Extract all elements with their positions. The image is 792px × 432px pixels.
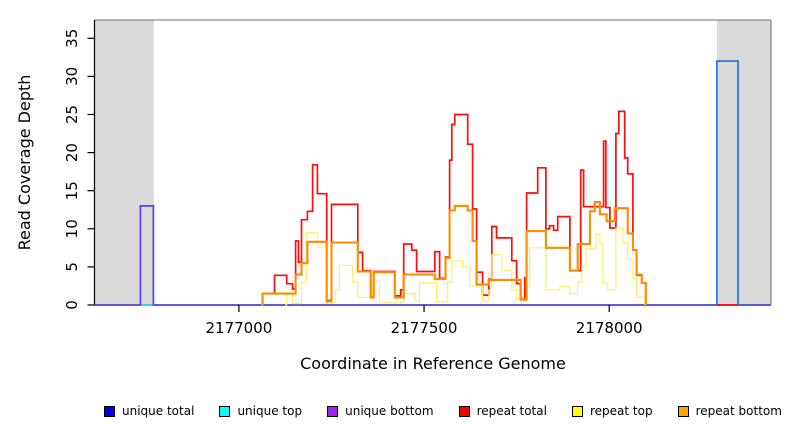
coverage-plot: 0 5 10 15 20 25 30 35 2177000 2177500 2178000 Read… bbox=[15, 19, 772, 373]
x-tick-label: 2177000 bbox=[206, 319, 273, 337]
y-tick-label: 15 bbox=[63, 181, 81, 200]
shaded-regions bbox=[94, 20, 771, 305]
legend-swatch-icon bbox=[677, 405, 689, 417]
legend-label: unique total bbox=[122, 404, 195, 418]
legend-label: repeat bottom bbox=[695, 404, 782, 418]
x-tick-label: 2177500 bbox=[391, 319, 458, 337]
legend-label: repeat top bbox=[589, 404, 653, 418]
y-tick-label: 5 bbox=[63, 262, 81, 272]
legend-label: unique bottom bbox=[345, 404, 434, 418]
series-unique-total bbox=[94, 60, 771, 306]
shaded-region bbox=[716, 20, 771, 305]
series-repeat-top bbox=[285, 227, 646, 306]
y-tick-label: 35 bbox=[63, 29, 81, 48]
y-tick-label: 20 bbox=[63, 143, 81, 162]
y-tick-label: 30 bbox=[63, 67, 81, 86]
coverage-series bbox=[94, 60, 771, 307]
y-tick-label: 25 bbox=[63, 105, 81, 124]
legend-swatch-icon bbox=[458, 405, 470, 417]
legend-item-repeat-total: repeat total bbox=[458, 404, 547, 418]
y-tick-label: 10 bbox=[63, 219, 81, 238]
plot-frame bbox=[93, 19, 772, 306]
y-tick-label: 0 bbox=[63, 300, 81, 310]
legend-swatch-icon bbox=[571, 405, 583, 417]
y-axis-title: Read Coverage Depth bbox=[15, 75, 34, 251]
legend-item-repeat-top: repeat top bbox=[571, 404, 653, 418]
legend-label: unique top bbox=[237, 404, 303, 418]
legend-swatch-icon bbox=[104, 405, 115, 417]
legend-item-unique-total: unique total bbox=[104, 404, 194, 418]
axis-ticks: 0 5 10 15 20 25 30 35 2177000 2177500 2178000 bbox=[63, 29, 643, 337]
legend-swatch-icon bbox=[219, 405, 231, 417]
legend: unique total unique top unique bottom repea… bbox=[0, 404, 792, 418]
series-repeat-bottom bbox=[261, 201, 647, 307]
x-tick-label: 2178000 bbox=[576, 319, 643, 337]
legend-item-unique-bottom: unique bottom bbox=[327, 404, 434, 418]
legend-swatch-icon bbox=[327, 405, 339, 417]
series-unique-bottom bbox=[94, 205, 771, 306]
shaded-region bbox=[94, 20, 154, 305]
legend-label: repeat total bbox=[476, 404, 547, 418]
x-axis-title: Coordinate in Reference Genome bbox=[300, 354, 566, 373]
legend-item-unique-top: unique top bbox=[219, 404, 302, 418]
series-repeat-total bbox=[261, 110, 647, 306]
legend-item-repeat-bottom: repeat bottom bbox=[677, 404, 782, 418]
